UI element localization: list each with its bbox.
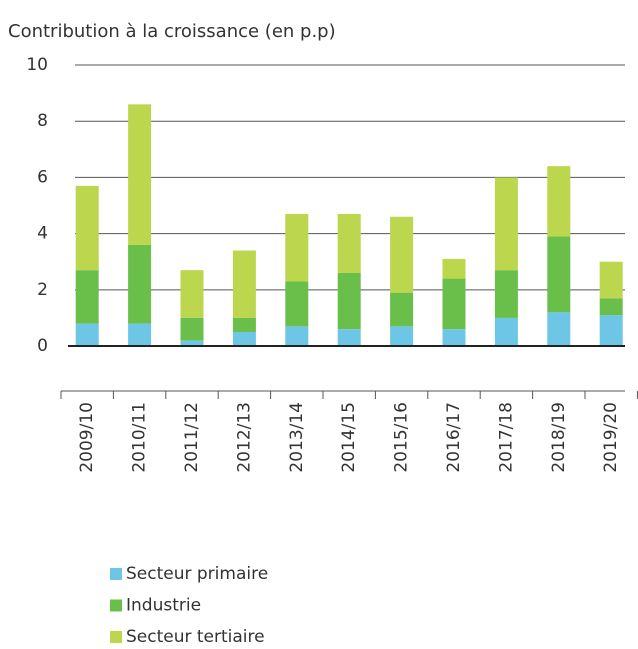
bar-segment <box>128 244 152 324</box>
bar-segment <box>547 312 571 347</box>
x-tick-label: 2015/16 <box>392 402 412 473</box>
x-tick-label: 2009/10 <box>77 402 97 473</box>
bar-segment <box>232 317 256 332</box>
legend-label: Industrie <box>126 596 201 616</box>
bar-segment <box>232 331 256 347</box>
legend-swatch <box>110 631 122 643</box>
x-tick-label: 2017/18 <box>496 402 516 473</box>
legend-label: Secteur primaire <box>126 564 268 584</box>
bar-segment <box>180 340 204 347</box>
bar-segment <box>232 250 256 318</box>
legend-swatch <box>110 568 122 580</box>
legend-swatch <box>110 599 122 612</box>
bar-segment <box>390 326 414 347</box>
bar-segment <box>285 281 309 327</box>
bar-segment <box>285 326 309 347</box>
y-tick-label: 8 <box>37 111 48 131</box>
x-tick-label: 2011/12 <box>182 402 202 473</box>
x-tick-label: 2014/15 <box>339 402 359 473</box>
bar-segment <box>442 329 466 347</box>
bar-segment <box>75 323 99 347</box>
bar-segment <box>337 272 361 330</box>
bar-segment <box>285 213 309 282</box>
bar-segment <box>599 315 623 347</box>
bar-segment <box>494 270 518 318</box>
x-tick-label: 2013/14 <box>287 402 307 473</box>
bar-segment <box>390 292 414 327</box>
y-tick-label: 6 <box>37 167 48 187</box>
x-tick-label: 2018/19 <box>549 402 569 473</box>
bar-segment <box>128 323 152 347</box>
bar-segment <box>337 329 361 347</box>
bar-segment <box>180 270 204 318</box>
x-tick-label: 2016/17 <box>444 402 464 473</box>
bar-segment <box>599 261 623 299</box>
bar-segment <box>442 278 466 330</box>
y-tick-label: 2 <box>37 280 48 300</box>
y-tick-label: 0 <box>37 336 48 356</box>
x-tick-label: 2019/20 <box>601 402 621 473</box>
legend-label: Secteur tertiaire <box>126 627 265 645</box>
x-tick-label: 2012/13 <box>234 402 254 473</box>
bar-segment <box>75 270 99 324</box>
bar-segment <box>442 258 466 279</box>
bar-segment <box>180 317 204 341</box>
bar-segment <box>390 216 414 293</box>
bar-segment <box>128 104 152 245</box>
y-tick-label: 10 <box>26 55 48 75</box>
bar-segment <box>494 177 518 271</box>
bar-segment <box>337 213 361 273</box>
chart-title: Contribution à la croissance (en p.p) <box>8 21 336 42</box>
bar-segment <box>494 317 518 347</box>
y-tick-label: 4 <box>37 224 48 244</box>
bar-segment <box>547 166 571 237</box>
bar-segment <box>599 298 623 316</box>
bar-segment <box>547 236 571 313</box>
x-tick-label: 2010/11 <box>130 402 150 473</box>
bar-segment <box>75 185 99 271</box>
